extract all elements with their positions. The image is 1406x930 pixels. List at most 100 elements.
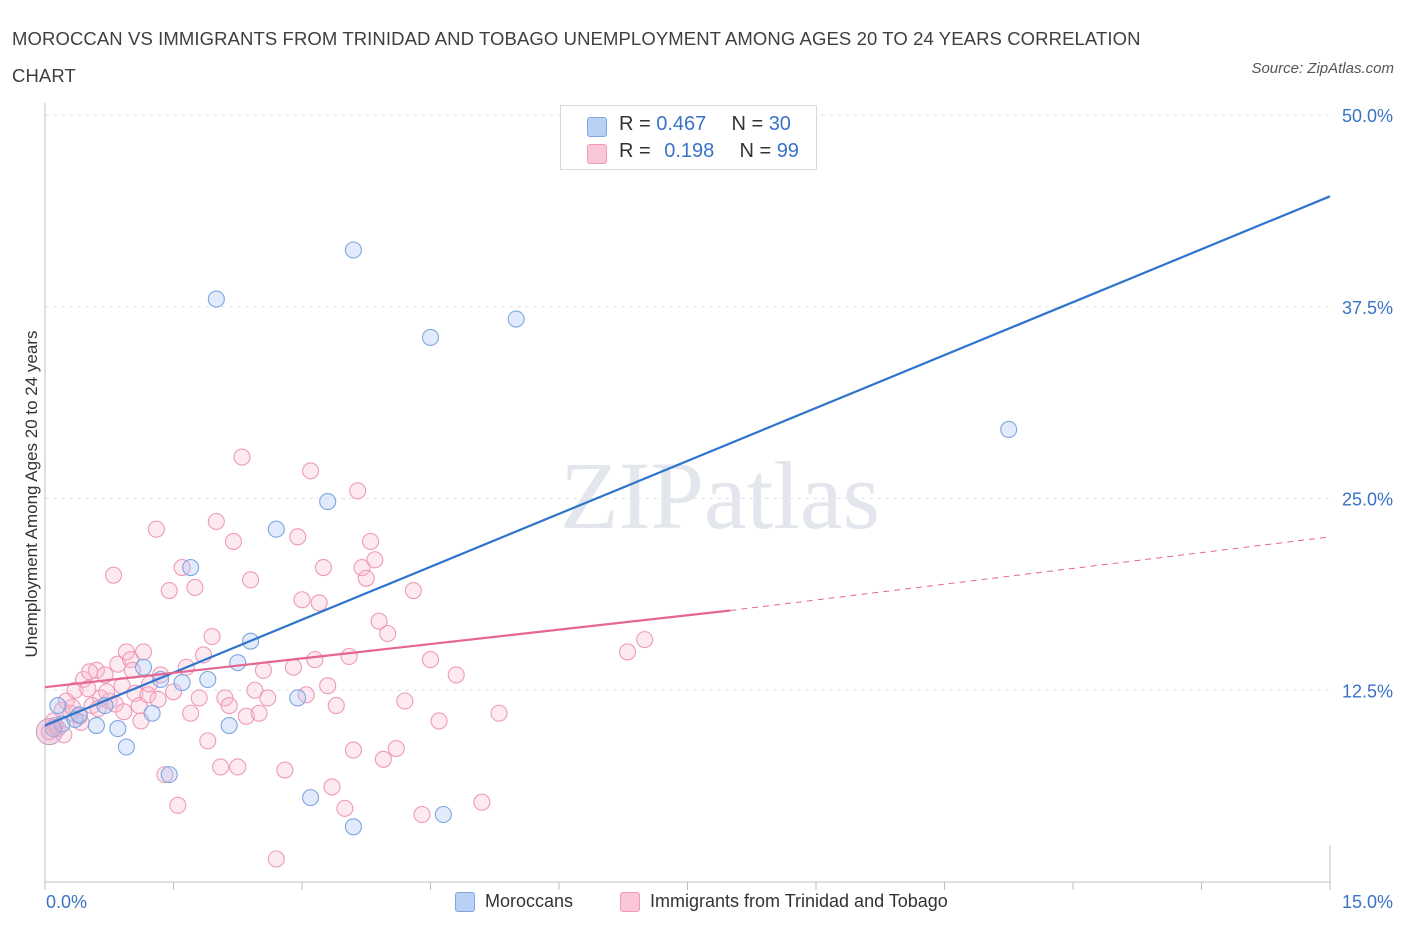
trinidad-point [115,703,133,721]
trinidad-point [156,766,174,784]
trinidad-point [430,712,448,730]
moroccans-point [267,520,285,538]
trinidad-point [413,805,431,824]
moroccans-point [182,558,200,577]
moroccans-point [1000,420,1018,439]
y-tick-label: 50.0% [1342,106,1393,126]
overlap-point [35,718,63,746]
moroccans-point [109,720,127,738]
moroccans-point [49,697,67,715]
y-tick-label: 12.5% [1342,681,1393,701]
n-label: N = [731,113,764,135]
trinidad-point [349,482,367,500]
legend-label: Moroccans [485,891,574,911]
moroccans-point [319,493,337,511]
trinidad-point [323,778,341,796]
trinidad-point [276,761,294,779]
moroccans-point [117,738,135,756]
trinidad-point [104,566,123,584]
trinidad-point [122,651,140,669]
trinidad-point [284,658,302,676]
moroccans-point [421,328,440,346]
trinidad-point [182,704,200,722]
moroccans-point [87,716,105,735]
moroccans-point [143,704,161,722]
trinidad-point [190,689,208,707]
trinidad-point [447,666,465,684]
trinidad-point [421,651,440,669]
moroccans-point [229,654,247,672]
trinidad-point [233,448,251,466]
chart-source: Source: ZipAtlas.com [1251,60,1394,77]
trinidad-point [366,551,384,569]
trinidad-point [310,594,328,612]
trinidad-point [224,532,243,551]
trinidad-point [374,750,392,768]
legend-label: Immigrants from Trinidad and Tobago [650,891,948,911]
y-tick-label: 25.0% [1342,490,1393,510]
trinidad-point [80,663,99,681]
moroccans-point [220,716,238,735]
moroccans-point [302,789,320,807]
moroccans-trendline [44,195,1331,727]
trinidad-point [387,739,405,758]
trinidad-point [293,591,311,609]
trinidad-legend-swatch [620,892,640,912]
trinidad-point [357,569,375,587]
r-label: R = [619,113,651,135]
trinidad-point [250,704,268,722]
x-tick-label: 15.0% [1342,892,1393,912]
trinidad-point [79,680,97,698]
trinidad-point [87,661,105,679]
trinidad-point [319,677,337,695]
trendlines [44,195,1331,727]
trinidad-trendline-extension [730,536,1331,611]
data-points [35,241,1018,868]
trinidad-point [289,528,307,546]
trinidad-point [207,512,225,531]
moroccans-point [207,290,225,308]
trinidad-point [186,578,204,597]
trinidad-point [229,758,247,776]
moroccans-point [434,805,452,824]
trinidad-point [490,704,508,722]
n-value: 99 [776,140,799,162]
trinidad-point [237,707,255,725]
trinidad-point [160,581,178,600]
moroccans-point [289,689,307,707]
n-value: 30 [768,113,791,135]
trinidad-point [379,624,397,643]
trinidad-point [199,732,217,750]
trinidad-point [259,689,277,707]
moroccans-point [344,241,362,259]
trinidad-point [327,697,345,715]
tick-labels: 12.5% 25.0% 37.5% 50.0% 0.0% 15.0% [46,106,1393,912]
moroccans-point [507,310,525,328]
trinidad-swatch [587,144,607,164]
trinidad-point [302,462,320,480]
stats-box: R = 0.467 N = 30 R = 0.198 N = 99 [560,105,817,170]
trinidad-point [396,692,414,710]
r-value: 0.467 [656,113,707,135]
y-tick-label: 37.5% [1342,298,1393,318]
axes [44,103,1331,890]
r-value: 0.198 [664,140,715,162]
watermark: ZIPatlas [560,442,880,549]
trinidad-point [134,643,153,661]
moroccans-point [344,818,362,836]
trinidad-point [267,850,285,868]
trinidad-point [173,558,191,577]
moroccans-point [173,674,191,692]
trinidad-point [306,651,324,669]
x-tick-label: 0.0% [46,892,87,912]
trinidad-point [164,683,183,701]
moroccans-point [134,658,153,676]
legend: Moroccans Immigrants from Trinidad and T… [0,889,1406,915]
trinidad-point [203,628,221,646]
trinidad-point [169,796,187,814]
trinidad-point [636,631,654,649]
trinidad-point [139,686,157,704]
trinidad-point [147,520,165,538]
trinidad-point [618,643,637,661]
